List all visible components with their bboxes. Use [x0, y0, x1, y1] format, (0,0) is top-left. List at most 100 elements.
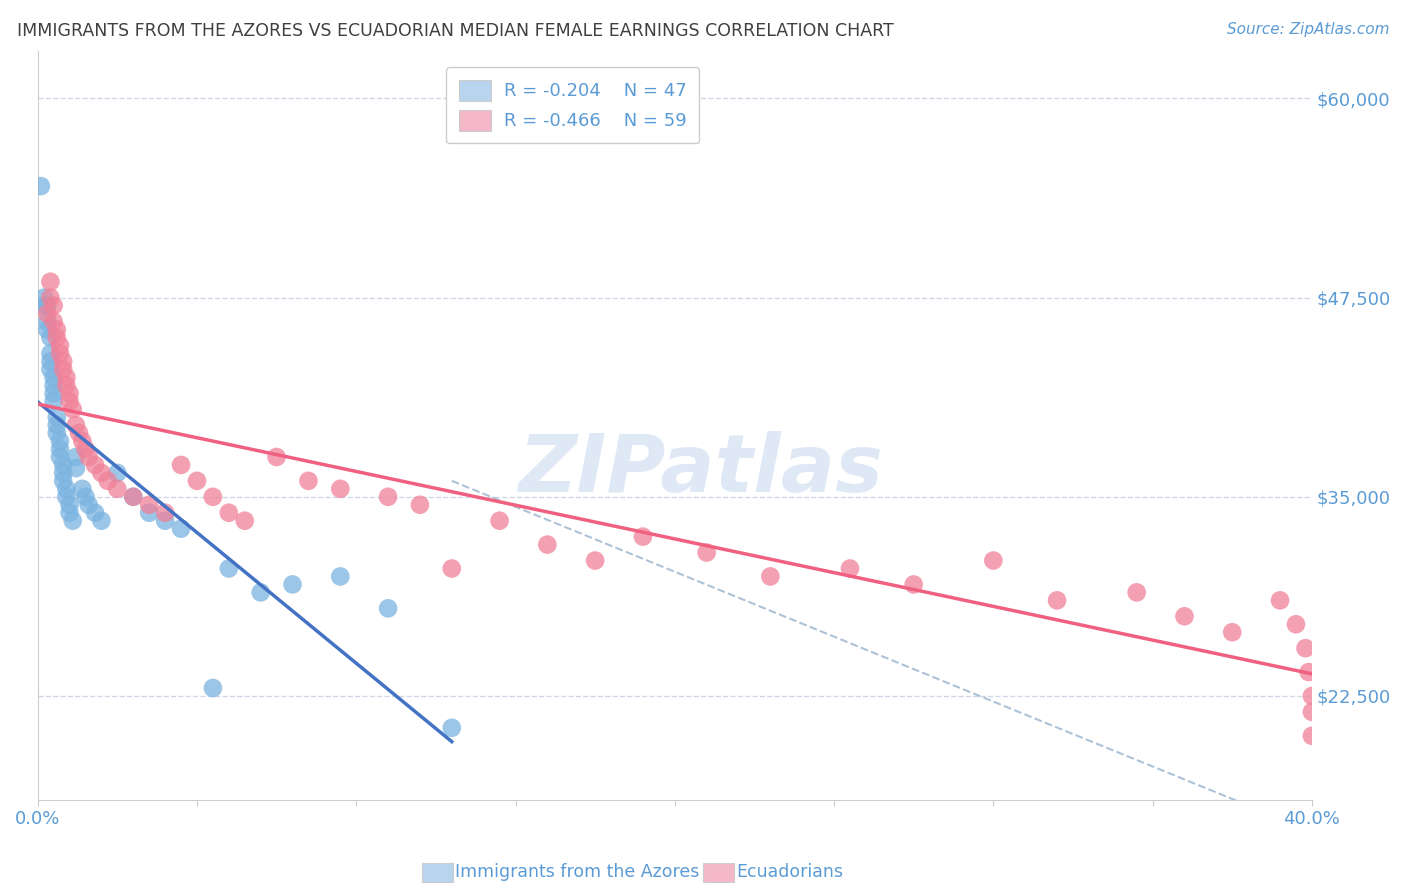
Point — [49, 434, 72, 448]
Point — [58, 386, 80, 401]
Point — [32, 299, 55, 313]
Point — [97, 474, 120, 488]
Point — [1268, 593, 1291, 607]
Point — [49, 442, 72, 456]
Point — [409, 498, 432, 512]
Text: ZIPatlas: ZIPatlas — [517, 431, 883, 509]
Point — [39, 362, 62, 376]
Text: Immigrants from the Azores: Immigrants from the Azores — [456, 863, 700, 881]
Point — [1285, 617, 1308, 632]
Point — [58, 506, 80, 520]
Point — [45, 418, 67, 433]
Point — [45, 426, 67, 441]
Point — [488, 514, 510, 528]
Point — [583, 553, 606, 567]
Point — [377, 601, 399, 615]
Point — [39, 291, 62, 305]
Point — [1173, 609, 1195, 624]
Point — [49, 338, 72, 352]
Point — [42, 394, 65, 409]
Point — [90, 514, 112, 528]
Point — [981, 553, 1004, 567]
Point — [201, 490, 224, 504]
Point — [903, 577, 925, 591]
Point — [759, 569, 782, 583]
Point — [218, 506, 240, 520]
Point — [186, 474, 208, 488]
Point — [536, 538, 558, 552]
Point — [153, 514, 176, 528]
Point — [1301, 689, 1323, 703]
Point — [55, 370, 77, 384]
Point — [55, 378, 77, 392]
Legend: R = -0.204    N = 47, R = -0.466    N = 59: R = -0.204 N = 47, R = -0.466 N = 59 — [446, 67, 699, 144]
Point — [1295, 641, 1317, 656]
Point — [72, 434, 94, 448]
Point — [37, 322, 59, 336]
Point — [138, 506, 160, 520]
Point — [62, 514, 84, 528]
Point — [329, 569, 352, 583]
Point — [105, 466, 128, 480]
Point — [32, 291, 55, 305]
Point — [45, 322, 67, 336]
Point — [1298, 665, 1320, 679]
Text: IMMIGRANTS FROM THE AZORES VS ECUADORIAN MEDIAN FEMALE EARNINGS CORRELATION CHAR: IMMIGRANTS FROM THE AZORES VS ECUADORIAN… — [17, 22, 894, 40]
Point — [440, 721, 463, 735]
Point — [49, 346, 72, 360]
Point — [1046, 593, 1069, 607]
Point — [72, 482, 94, 496]
Point — [75, 442, 97, 456]
Point — [170, 458, 193, 472]
Point — [839, 561, 862, 575]
Point — [77, 450, 100, 464]
Point — [65, 418, 87, 433]
Point — [90, 466, 112, 480]
Point — [37, 299, 59, 313]
Point — [84, 458, 107, 472]
Point — [696, 545, 718, 559]
Point — [49, 450, 72, 464]
Point — [30, 179, 52, 194]
Point — [42, 370, 65, 384]
Point — [440, 561, 463, 575]
Point — [1301, 729, 1323, 743]
Point — [42, 378, 65, 392]
Point — [42, 314, 65, 328]
Point — [65, 450, 87, 464]
Point — [170, 522, 193, 536]
Point — [377, 490, 399, 504]
Point — [52, 362, 75, 376]
Point — [62, 402, 84, 417]
Point — [77, 498, 100, 512]
Point — [39, 354, 62, 368]
Point — [297, 474, 319, 488]
Point — [39, 330, 62, 344]
Point — [1125, 585, 1147, 599]
Point — [233, 514, 256, 528]
Point — [631, 530, 654, 544]
Point — [138, 498, 160, 512]
Point — [153, 506, 176, 520]
Point — [281, 577, 304, 591]
Point — [105, 482, 128, 496]
Text: Source: ZipAtlas.com: Source: ZipAtlas.com — [1226, 22, 1389, 37]
Point — [266, 450, 288, 464]
Point — [122, 490, 145, 504]
Point — [1220, 625, 1243, 640]
Point — [52, 474, 75, 488]
Point — [55, 482, 77, 496]
Point — [329, 482, 352, 496]
Point — [249, 585, 271, 599]
Point — [55, 490, 77, 504]
Point — [65, 461, 87, 475]
Point — [201, 681, 224, 695]
Point — [84, 506, 107, 520]
Point — [218, 561, 240, 575]
Point — [37, 314, 59, 328]
Point — [37, 307, 59, 321]
Text: Ecuadorians: Ecuadorians — [737, 863, 844, 881]
Point — [45, 330, 67, 344]
Point — [1301, 705, 1323, 719]
Point — [52, 458, 75, 472]
